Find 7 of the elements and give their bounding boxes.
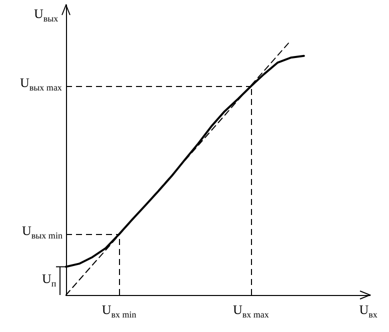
y-axis-title: U$_{вых}$	[34, 6, 58, 24]
x-tick-label: U$_{вх max}$	[233, 302, 269, 320]
ref-line-label: U$_{вых min}$	[22, 223, 62, 241]
x-tick-label: U$_{вх min}$	[102, 302, 136, 320]
x-axis-title: U$_{вх}$	[359, 302, 378, 320]
ref-line-label: U$_{вых max}$	[20, 74, 62, 93]
text: U$_{п}$	[42, 271, 56, 289]
